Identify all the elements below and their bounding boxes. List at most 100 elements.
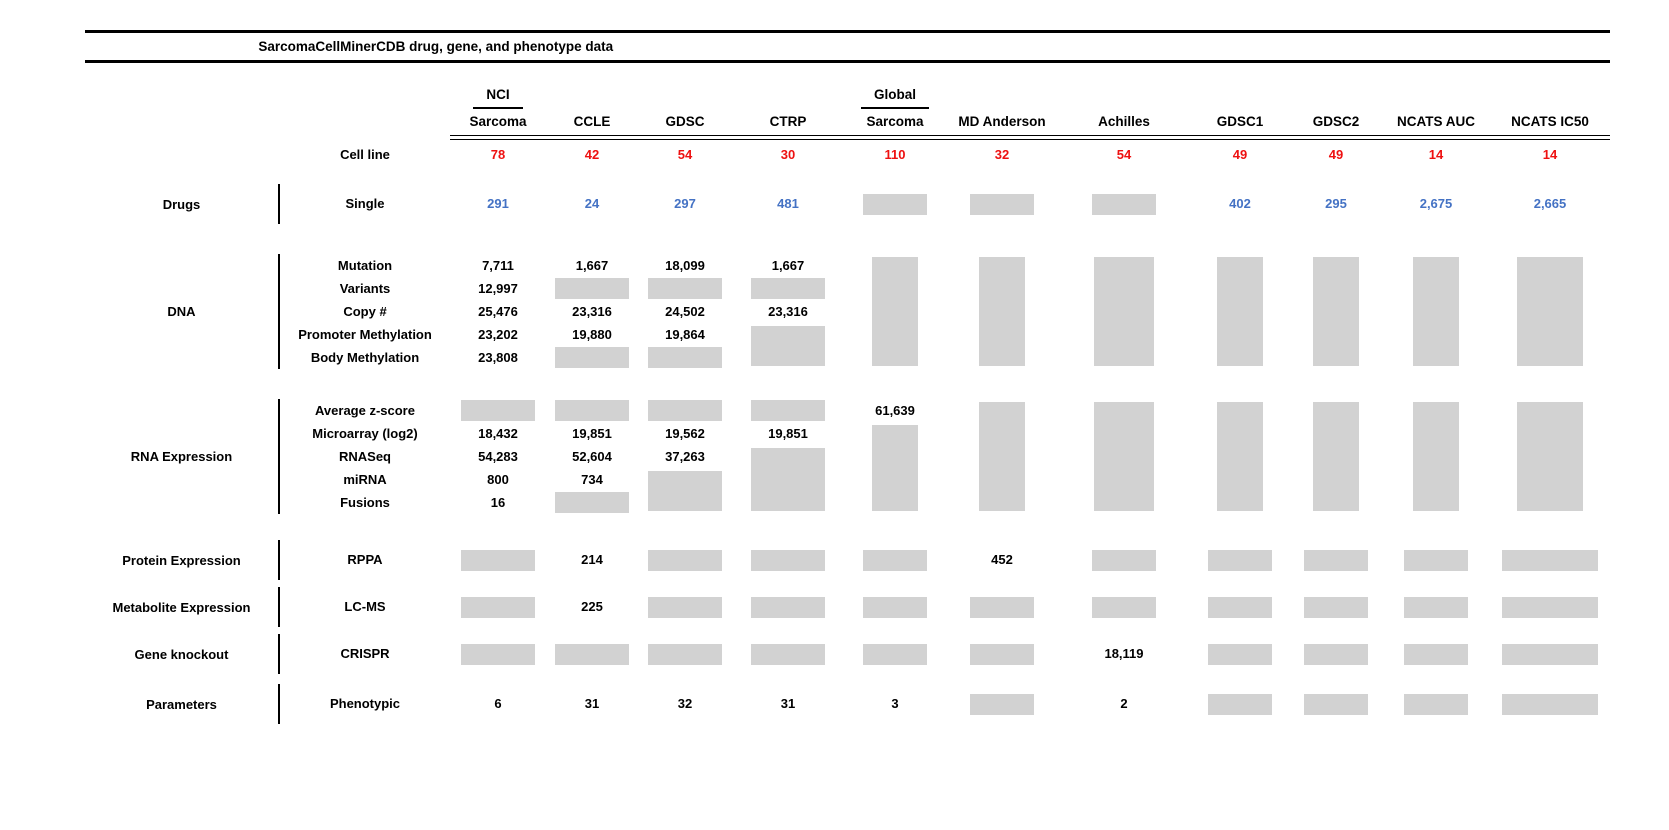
- cell-value: 18,099: [665, 258, 705, 273]
- no-data-box: [1092, 193, 1156, 215]
- no-data-box: [461, 596, 535, 618]
- no-data-cell: [1190, 399, 1290, 514]
- cell-value: 2: [1120, 696, 1128, 711]
- no-data-cell: [1490, 684, 1610, 724]
- no-data-cell: [1290, 399, 1382, 514]
- category-label: Protein Expression: [85, 540, 280, 580]
- no-data-cell: [844, 184, 946, 224]
- no-data-box: [648, 549, 722, 571]
- title-band: SarcomaCellMinerCDB drug, gene, and phen…: [85, 30, 1610, 63]
- no-data-box: [751, 278, 825, 299]
- no-data-cell: [946, 254, 1058, 369]
- no-data-box: [1094, 402, 1154, 511]
- no-data-cell: [1382, 254, 1490, 369]
- no-data-cell: [1490, 540, 1610, 580]
- cell-value: 452: [991, 552, 1013, 567]
- no-data-cell: [546, 346, 638, 369]
- no-data-cell: [546, 277, 638, 300]
- cell-value: 7,711: [482, 258, 514, 273]
- no-data-cell: [1190, 540, 1290, 580]
- no-data-box: [1502, 693, 1598, 715]
- no-data-box: [1404, 643, 1468, 665]
- no-data-cell: [1058, 184, 1190, 224]
- no-data-box: [555, 278, 629, 299]
- column-header: NCATS AUC: [1397, 114, 1475, 129]
- no-data-box: [1502, 549, 1598, 571]
- cell-value: 1,667: [771, 258, 805, 273]
- no-data-cell: [638, 540, 732, 580]
- cell-value: 19,562: [665, 426, 705, 441]
- cell-value: 19,851: [768, 426, 808, 441]
- cell-line-count: 54: [677, 147, 693, 162]
- no-data-cell: [546, 491, 638, 514]
- no-data-box: [872, 257, 918, 366]
- cell-value: 32: [677, 696, 693, 711]
- table-section: Parameters Phenotypic 6 31 32 31 3 2: [85, 684, 1610, 724]
- no-data-box: [461, 549, 535, 571]
- no-data-cell: [638, 468, 732, 514]
- no-data-box: [1413, 402, 1459, 511]
- no-data-cell: [732, 399, 844, 422]
- cell-value: 37,263: [665, 449, 705, 464]
- no-data-box: [1502, 643, 1598, 665]
- row-label: Body Methylation: [310, 350, 420, 365]
- table-section: Metabolite Expression LC-MS 225: [85, 587, 1610, 627]
- category-label: Parameters: [85, 684, 280, 724]
- cell-line-count: 14: [1428, 147, 1444, 162]
- no-data-cell: [1190, 587, 1290, 627]
- no-data-box: [751, 549, 825, 571]
- no-data-box: [461, 400, 535, 421]
- column-header: CCLE: [573, 114, 611, 129]
- no-data-box: [1404, 693, 1468, 715]
- no-data-box: [979, 257, 1025, 366]
- no-data-cell: [638, 587, 732, 627]
- no-data-box: [1092, 596, 1156, 618]
- no-data-cell: [1290, 540, 1382, 580]
- cell-value: 18,119: [1104, 646, 1144, 661]
- no-data-cell: [844, 634, 946, 674]
- no-data-box: [1304, 549, 1368, 571]
- no-data-cell: [638, 634, 732, 674]
- column-header: NCATS IC50: [1511, 114, 1589, 129]
- no-data-box: [979, 402, 1025, 511]
- no-data-cell: [638, 346, 732, 369]
- row-label: Microarray (log2): [312, 426, 418, 441]
- cell-line-count: 42: [584, 147, 600, 162]
- cell-value: 19,864: [665, 327, 705, 342]
- no-data-box: [1208, 549, 1272, 571]
- no-data-box: [970, 193, 1034, 215]
- column-header: GDSC2: [1312, 114, 1360, 129]
- no-data-cell: [1382, 634, 1490, 674]
- no-data-cell: [1290, 634, 1382, 674]
- cell-value: 402: [1229, 196, 1251, 211]
- no-data-box: [1413, 257, 1459, 366]
- category-label: DNA: [85, 254, 280, 369]
- no-data-cell: [946, 587, 1058, 627]
- no-data-box: [555, 643, 629, 665]
- row-label: RPPA: [347, 552, 383, 567]
- no-data-cell: [844, 540, 946, 580]
- category-label: Gene knockout: [85, 634, 280, 674]
- cell-line-count: 49: [1232, 147, 1248, 162]
- cell-value: 24,502: [665, 304, 705, 319]
- no-data-box: [1404, 549, 1468, 571]
- no-data-box: [1502, 596, 1598, 618]
- cell-value: 19,880: [572, 327, 612, 342]
- no-data-box: [648, 347, 722, 368]
- row-label: Average z-score: [315, 403, 415, 418]
- no-data-cell: [450, 587, 546, 627]
- no-data-cell: [546, 634, 638, 674]
- no-data-cell: [1490, 254, 1610, 369]
- no-data-box: [751, 326, 825, 366]
- cell-value: 1,667: [575, 258, 609, 273]
- no-data-cell: [1190, 684, 1290, 724]
- cell-value: 54,283: [478, 449, 518, 464]
- figure-title: SarcomaCellMinerCDB drug, gene, and phen…: [258, 39, 614, 54]
- cell-value: 225: [581, 599, 603, 614]
- no-data-cell: [732, 540, 844, 580]
- cell-value: 12,997: [478, 281, 518, 296]
- no-data-cell: [1382, 540, 1490, 580]
- no-data-cell: [1490, 587, 1610, 627]
- no-data-box: [555, 492, 629, 513]
- cell-value: 23,316: [572, 304, 612, 319]
